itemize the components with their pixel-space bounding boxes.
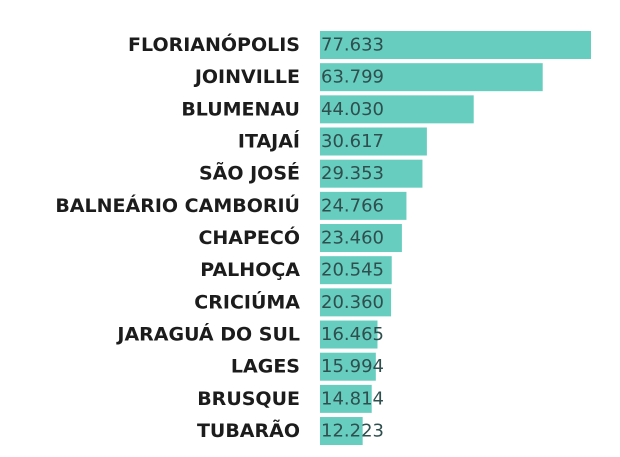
value-label: 12.223 xyxy=(321,421,384,442)
category-label: BALNEÁRIO CAMBORIÚ xyxy=(55,193,300,217)
bar xyxy=(320,320,378,349)
category-label: FLORIANÓPOLIS xyxy=(128,32,300,56)
bar xyxy=(320,352,376,381)
value-label: 77.633 xyxy=(321,35,384,56)
category-label: PALHOÇA xyxy=(200,259,300,281)
bar xyxy=(320,127,427,156)
bar xyxy=(320,417,363,446)
category-label: BLUMENAU xyxy=(181,98,300,120)
category-label: BRUSQUE xyxy=(197,388,300,410)
value-label: 30.617 xyxy=(321,131,384,152)
bar xyxy=(320,159,423,188)
category-label: LAGES xyxy=(231,356,300,378)
bar xyxy=(320,256,392,285)
bar xyxy=(320,95,474,124)
value-label: 24.766 xyxy=(321,195,384,216)
value-label: 14.814 xyxy=(321,388,384,409)
category-label: JARAGUÁ DO SUL xyxy=(115,323,300,346)
category-label: CRICIÚMA xyxy=(194,289,300,313)
bar xyxy=(320,288,392,317)
value-label: 23.460 xyxy=(321,228,384,249)
value-label: 44.030 xyxy=(321,99,384,120)
bar xyxy=(320,191,407,220)
value-label: 63.799 xyxy=(321,67,384,88)
value-label: 16.465 xyxy=(321,324,384,345)
value-label: 29.353 xyxy=(321,163,384,184)
value-label: 20.360 xyxy=(321,292,384,313)
category-label: SÃO JOSÉ xyxy=(199,161,300,185)
bar xyxy=(320,31,591,59)
value-label: 15.994 xyxy=(321,356,384,377)
category-label: ITAJAÍ xyxy=(238,130,300,153)
value-label: 20.545 xyxy=(321,260,384,281)
bar xyxy=(320,63,543,92)
category-label: CHAPECÓ xyxy=(198,225,300,249)
category-label: JOINVILLE xyxy=(193,66,300,88)
bar xyxy=(320,384,372,413)
category-label: TUBARÃO xyxy=(197,418,300,442)
bar xyxy=(320,224,402,253)
